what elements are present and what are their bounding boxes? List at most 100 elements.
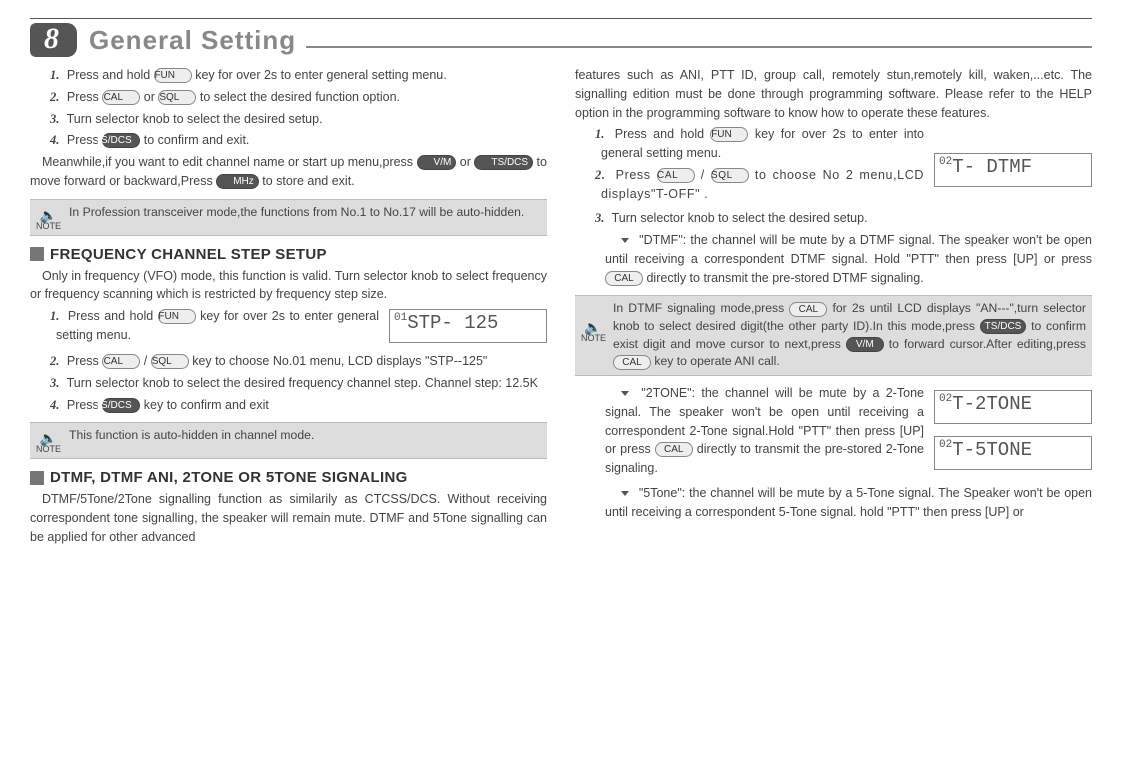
text: key to confirm and exit bbox=[144, 398, 269, 412]
left-column: 1. Press and hold FUN key for over 2s to… bbox=[30, 63, 547, 550]
header-rule bbox=[306, 46, 1092, 48]
intro-step-4: 4. Press TS/DCS to confirm and exit. bbox=[30, 131, 547, 150]
sql-key-icon: SQL bbox=[711, 168, 749, 183]
freq-para: Only in frequency (VFO) mode, this funct… bbox=[30, 267, 547, 305]
freq-step-3: 3. Turn selector knob to select the desi… bbox=[30, 374, 547, 393]
fun-key-icon: FUN bbox=[158, 309, 196, 324]
speaker-icon: 🔈 bbox=[36, 431, 61, 445]
text: Press bbox=[67, 90, 102, 104]
text: Press bbox=[67, 354, 102, 368]
text: key for over 2s to enter general setting… bbox=[195, 68, 447, 82]
text: key to choose No.01 menu, LCD displays "… bbox=[192, 354, 487, 368]
step-number: 2. bbox=[50, 90, 59, 104]
step-number: 2. bbox=[50, 354, 59, 368]
cal-key-icon: CAL bbox=[102, 90, 140, 105]
tsdcs-key-icon: TS/DCS bbox=[102, 398, 140, 413]
triangle-bullet-icon bbox=[621, 491, 629, 496]
lcd-display-stp: 01STP- 125 bbox=[389, 309, 547, 343]
sql-key-icon: SQL bbox=[151, 354, 189, 369]
freq-step-1-row: 01STP- 125 1. Press and hold FUN key for… bbox=[30, 307, 547, 349]
fivetone-bullet: "5Tone": the channel will be mute by a 5… bbox=[575, 484, 1092, 522]
mhz-key-icon: MHz bbox=[216, 174, 259, 189]
sql-key-icon: SQL bbox=[158, 90, 196, 105]
lcd-display-dtmf: 02T- DTMF bbox=[934, 153, 1092, 187]
note-text: In DTMF signaling mode,press CAL for 2s … bbox=[613, 300, 1086, 371]
tsdcs-key-icon: TS/DCS bbox=[474, 155, 533, 170]
page: 8 General Setting 1. Press and hold FUN … bbox=[0, 0, 1122, 777]
chapter-number-tab: 8 bbox=[30, 23, 77, 57]
cal-key-icon: CAL bbox=[102, 354, 140, 369]
note-icon: 🔈 NOTE bbox=[581, 320, 605, 343]
intro-step-1: 1. Press and hold FUN key for over 2s to… bbox=[30, 66, 547, 85]
vm-key-icon: V/M bbox=[846, 337, 884, 352]
step-number: 1. bbox=[50, 309, 59, 323]
section-header-dtmf: DTMF, DTMF ANI, 2TONE OR 5TONE SIGNALING bbox=[30, 469, 547, 486]
note-icon: 🔈 NOTE bbox=[36, 431, 61, 454]
text: to select the desired function option. bbox=[200, 90, 400, 104]
section-header-freq: FREQUENCY CHANNEL STEP SETUP bbox=[30, 246, 547, 263]
note-text: In Profession transceiver mode,the funct… bbox=[69, 204, 524, 222]
right-column: features such as ANI, PTT ID, group call… bbox=[575, 63, 1092, 550]
intro-step-3: 3. Turn selector knob to select the desi… bbox=[30, 110, 547, 129]
speaker-icon: 🔈 bbox=[36, 208, 61, 222]
text: Press bbox=[616, 168, 657, 182]
text: Meanwhile,if you want to edit channel na… bbox=[42, 155, 417, 169]
step-number: 3. bbox=[595, 211, 604, 225]
text: / bbox=[701, 168, 711, 182]
top-rule bbox=[30, 18, 1092, 19]
twotone-block: 02T-2TONE 02T-5TONE "2TONE": the channel… bbox=[575, 384, 1092, 481]
step-number: 3. bbox=[50, 376, 59, 390]
note-icon: 🔈 NOTE bbox=[36, 208, 61, 231]
lcd-display-2tone: 02T-2TONE bbox=[934, 390, 1092, 424]
section-title: FREQUENCY CHANNEL STEP SETUP bbox=[50, 246, 327, 263]
lcd-text: STP- 125 bbox=[407, 312, 498, 334]
cal-key-icon: CAL bbox=[657, 168, 695, 183]
text: or bbox=[144, 90, 159, 104]
speaker-icon: 🔈 bbox=[581, 320, 605, 334]
text: Press and hold bbox=[615, 127, 711, 141]
text: key to operate ANI call. bbox=[654, 354, 779, 368]
chapter-header: 8 General Setting bbox=[30, 23, 1092, 57]
section-square-icon bbox=[30, 471, 44, 485]
triangle-bullet-icon bbox=[621, 238, 629, 243]
step-number: 3. bbox=[50, 112, 59, 126]
section-square-icon bbox=[30, 247, 44, 261]
note-label: NOTE bbox=[36, 444, 61, 454]
note-label: NOTE bbox=[36, 221, 61, 231]
dtmf-bullet: "DTMF": the channel will be mute by a DT… bbox=[575, 231, 1092, 287]
text: to confirm and exit. bbox=[144, 133, 250, 147]
lcd-text: T-2TONE bbox=[952, 393, 1032, 415]
note-label: NOTE bbox=[581, 333, 606, 343]
text: Turn selector knob to select the desired… bbox=[612, 211, 868, 225]
step-number: 1. bbox=[50, 68, 59, 82]
dtmf-para: DTMF/5Tone/2Tone signalling function as … bbox=[30, 490, 547, 546]
text: In DTMF signaling mode,press bbox=[613, 301, 789, 315]
note-box-3: 🔈 NOTE In DTMF signaling mode,press CAL … bbox=[575, 295, 1092, 376]
fun-key-icon: FUN bbox=[710, 127, 748, 142]
lcd-stack: 02T-2TONE 02T-5TONE bbox=[924, 384, 1092, 476]
intro-step-2: 2. Press CAL or SQL to select the desire… bbox=[30, 88, 547, 107]
text: "DTMF": the channel will be mute by a DT… bbox=[605, 233, 1092, 266]
step-number: 4. bbox=[50, 398, 59, 412]
text: to forward cursor.After editing,press bbox=[889, 337, 1086, 351]
tsdcs-key-icon: TS/DCS bbox=[980, 319, 1027, 334]
text: Turn selector knob to select the desired… bbox=[67, 376, 538, 390]
step-number: 2. bbox=[595, 168, 606, 182]
text: to store and exit. bbox=[262, 174, 354, 188]
columns: 1. Press and hold FUN key for over 2s to… bbox=[30, 63, 1092, 550]
text: Turn selector knob to select the desired… bbox=[67, 112, 323, 126]
step-number: 4. bbox=[50, 133, 59, 147]
cal-key-icon: CAL bbox=[613, 355, 651, 370]
cal-key-icon: CAL bbox=[655, 442, 693, 457]
text: or bbox=[460, 155, 475, 169]
text: "5Tone": the channel will be mute by a 5… bbox=[605, 486, 1092, 519]
freq-step-4: 4. Press TS/DCS key to confirm and exit bbox=[30, 396, 547, 415]
step-number: 1. bbox=[595, 127, 604, 141]
section-title: DTMF, DTMF ANI, 2TONE OR 5TONE SIGNALING bbox=[50, 469, 408, 486]
text: Press and hold bbox=[67, 68, 154, 82]
right-para-1: features such as ANI, PTT ID, group call… bbox=[575, 66, 1092, 122]
lcd-text: T-5TONE bbox=[952, 439, 1032, 461]
text: / bbox=[144, 354, 147, 368]
right-steps-block: 02T- DTMF 1. Press and hold FUN key for … bbox=[575, 125, 1092, 206]
note-box-2: 🔈 NOTE This function is auto-hidden in c… bbox=[30, 422, 547, 459]
